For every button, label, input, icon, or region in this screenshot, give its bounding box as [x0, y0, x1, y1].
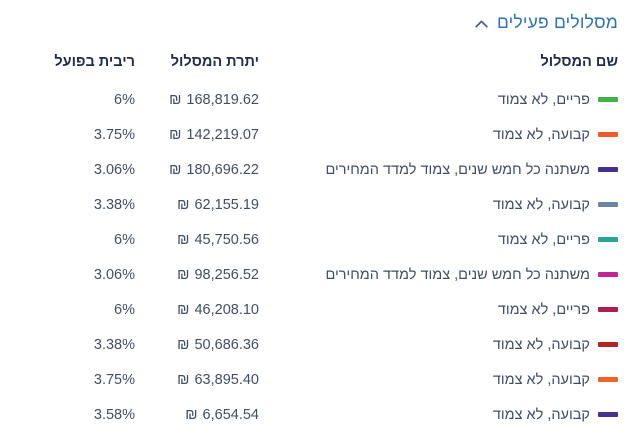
track-rate-value: 6% [114, 91, 135, 108]
track-rate-value: 3.75% [93, 371, 135, 388]
column-header-track-balance: יתרת המסלול [170, 54, 259, 70]
track-name: משתנה כל חמש שנים, צמוד למדד המחירים [325, 161, 590, 178]
track-balance-value: 46,208.10 [194, 301, 259, 318]
track-balance-value: 168,819.62 [186, 91, 259, 108]
track-balance-value: 50,686.36 [194, 336, 259, 353]
track-name: קבועה, לא צמוד [492, 371, 590, 388]
track-color-marker [598, 307, 618, 312]
chevron-up-icon[interactable] [475, 20, 488, 28]
table-row: פריים, לא צמוד ₪ 168,819.62 6% [15, 82, 618, 117]
shekel-currency-symbol: ₪ [177, 336, 190, 353]
track-balance-value: 142,219.07 [186, 126, 259, 143]
track-name-cell: פריים, לא צמוד [265, 92, 618, 108]
table-row: קבועה, לא צמוד ₪ 62,155.19 3.38% [15, 187, 618, 222]
track-balance-cell: ₪ 45,750.56 [135, 232, 265, 248]
track-name: קבועה, לא צמוד [492, 196, 590, 213]
track-color-marker [598, 97, 618, 102]
table-row: קבועה, לא צמוד ₪ 6,654.54 3.58% [15, 397, 618, 432]
tracks-table: שם המסלול יתרת המסלול ריבית בפועל פריים,… [15, 46, 618, 432]
track-balance-cell: ₪ 46,208.10 [135, 302, 265, 318]
track-color-marker [598, 412, 618, 417]
shekel-currency-symbol: ₪ [177, 301, 190, 318]
track-color-marker [598, 377, 618, 382]
table-body: פריים, לא צמוד ₪ 168,819.62 6% קבועה, לא … [15, 82, 618, 432]
shekel-currency-symbol: ₪ [177, 266, 190, 283]
shekel-currency-symbol: ₪ [169, 91, 182, 108]
track-name-cell: משתנה כל חמש שנים, צמוד למדד המחירים [265, 267, 618, 283]
track-name-cell: קבועה, לא צמוד [265, 337, 618, 353]
column-header-track-name: שם המסלול [540, 54, 618, 70]
shekel-currency-symbol: ₪ [169, 161, 182, 178]
track-color-marker [598, 167, 618, 172]
track-balance-value: 180,696.22 [186, 161, 259, 178]
track-balance-value: 98,256.52 [194, 266, 259, 283]
track-balance-cell: ₪ 142,219.07 [135, 127, 265, 143]
track-rate-value: 3.58% [93, 406, 135, 423]
table-row: פריים, לא צמוד ₪ 46,208.10 6% [15, 292, 618, 327]
table-row: קבועה, לא צמוד ₪ 142,219.07 3.75% [15, 117, 618, 152]
shekel-currency-symbol: ₪ [169, 126, 182, 143]
track-rate-value: 3.38% [93, 336, 135, 353]
table-row: משתנה כל חמש שנים, צמוד למדד המחירים ₪ 18… [15, 152, 618, 187]
section-title: מסלולים פעילים [496, 11, 618, 32]
track-name: קבועה, לא צמוד [492, 406, 590, 423]
track-balance-value: 6,654.54 [202, 406, 259, 423]
track-name-cell: קבועה, לא צמוד [265, 127, 618, 143]
track-balance-cell: ₪ 98,256.52 [135, 267, 265, 283]
track-name-cell: קבועה, לא צמוד [265, 197, 618, 213]
track-rate-value: 3.06% [93, 161, 135, 178]
table-row: קבועה, לא צמוד ₪ 50,686.36 3.38% [15, 327, 618, 362]
track-color-marker [598, 237, 618, 242]
shekel-currency-symbol: ₪ [177, 231, 190, 248]
track-name-cell: קבועה, לא צמוד [265, 372, 618, 388]
track-name-cell: קבועה, לא צמוד [265, 407, 618, 423]
track-name-cell: פריים, לא צמוד [265, 232, 618, 248]
track-balance-value: 62,155.19 [194, 196, 259, 213]
table-header-row: שם המסלול יתרת המסלול ריבית בפועל [15, 46, 618, 78]
shekel-currency-symbol: ₪ [177, 371, 190, 388]
track-color-marker [598, 342, 618, 347]
track-balance-cell: ₪ 6,654.54 [135, 407, 265, 423]
track-rate-value: 3.38% [93, 196, 135, 213]
track-rate-value: 6% [114, 301, 135, 318]
track-rate-value: 3.75% [93, 126, 135, 143]
track-balance-cell: ₪ 168,819.62 [135, 92, 265, 108]
track-name-cell: משתנה כל חמש שנים, צמוד למדד המחירים [265, 162, 618, 178]
track-color-marker [598, 272, 618, 277]
track-balance-value: 63,895.40 [194, 371, 259, 388]
track-name: פריים, לא צמוד [497, 231, 590, 248]
track-balance-cell: ₪ 62,155.19 [135, 197, 265, 213]
section-collapse-header[interactable]: מסלולים פעילים [15, 8, 618, 36]
table-row: קבועה, לא צמוד ₪ 63,895.40 3.75% [15, 362, 618, 397]
track-name: פריים, לא צמוד [497, 91, 590, 108]
track-rate-value: 3.06% [93, 266, 135, 283]
table-row: משתנה כל חמש שנים, צמוד למדד המחירים ₪ 98… [15, 257, 618, 292]
track-name: קבועה, לא צמוד [492, 336, 590, 353]
track-balance-value: 45,750.56 [194, 231, 259, 248]
shekel-currency-symbol: ₪ [177, 196, 190, 213]
track-rate-value: 6% [114, 231, 135, 248]
shekel-currency-symbol: ₪ [185, 406, 198, 423]
track-balance-cell: ₪ 180,696.22 [135, 162, 265, 178]
table-row: פריים, לא צמוד ₪ 45,750.56 6% [15, 222, 618, 257]
track-color-marker [598, 202, 618, 207]
track-name: קבועה, לא צמוד [492, 126, 590, 143]
track-balance-cell: ₪ 50,686.36 [135, 337, 265, 353]
track-name: פריים, לא צמוד [497, 301, 590, 318]
track-balance-cell: ₪ 63,895.40 [135, 372, 265, 388]
track-color-marker [598, 132, 618, 137]
column-header-actual-rate: ריבית בפועל [54, 54, 135, 70]
track-name: משתנה כל חמש שנים, צמוד למדד המחירים [325, 266, 590, 283]
track-name-cell: פריים, לא צמוד [265, 302, 618, 318]
